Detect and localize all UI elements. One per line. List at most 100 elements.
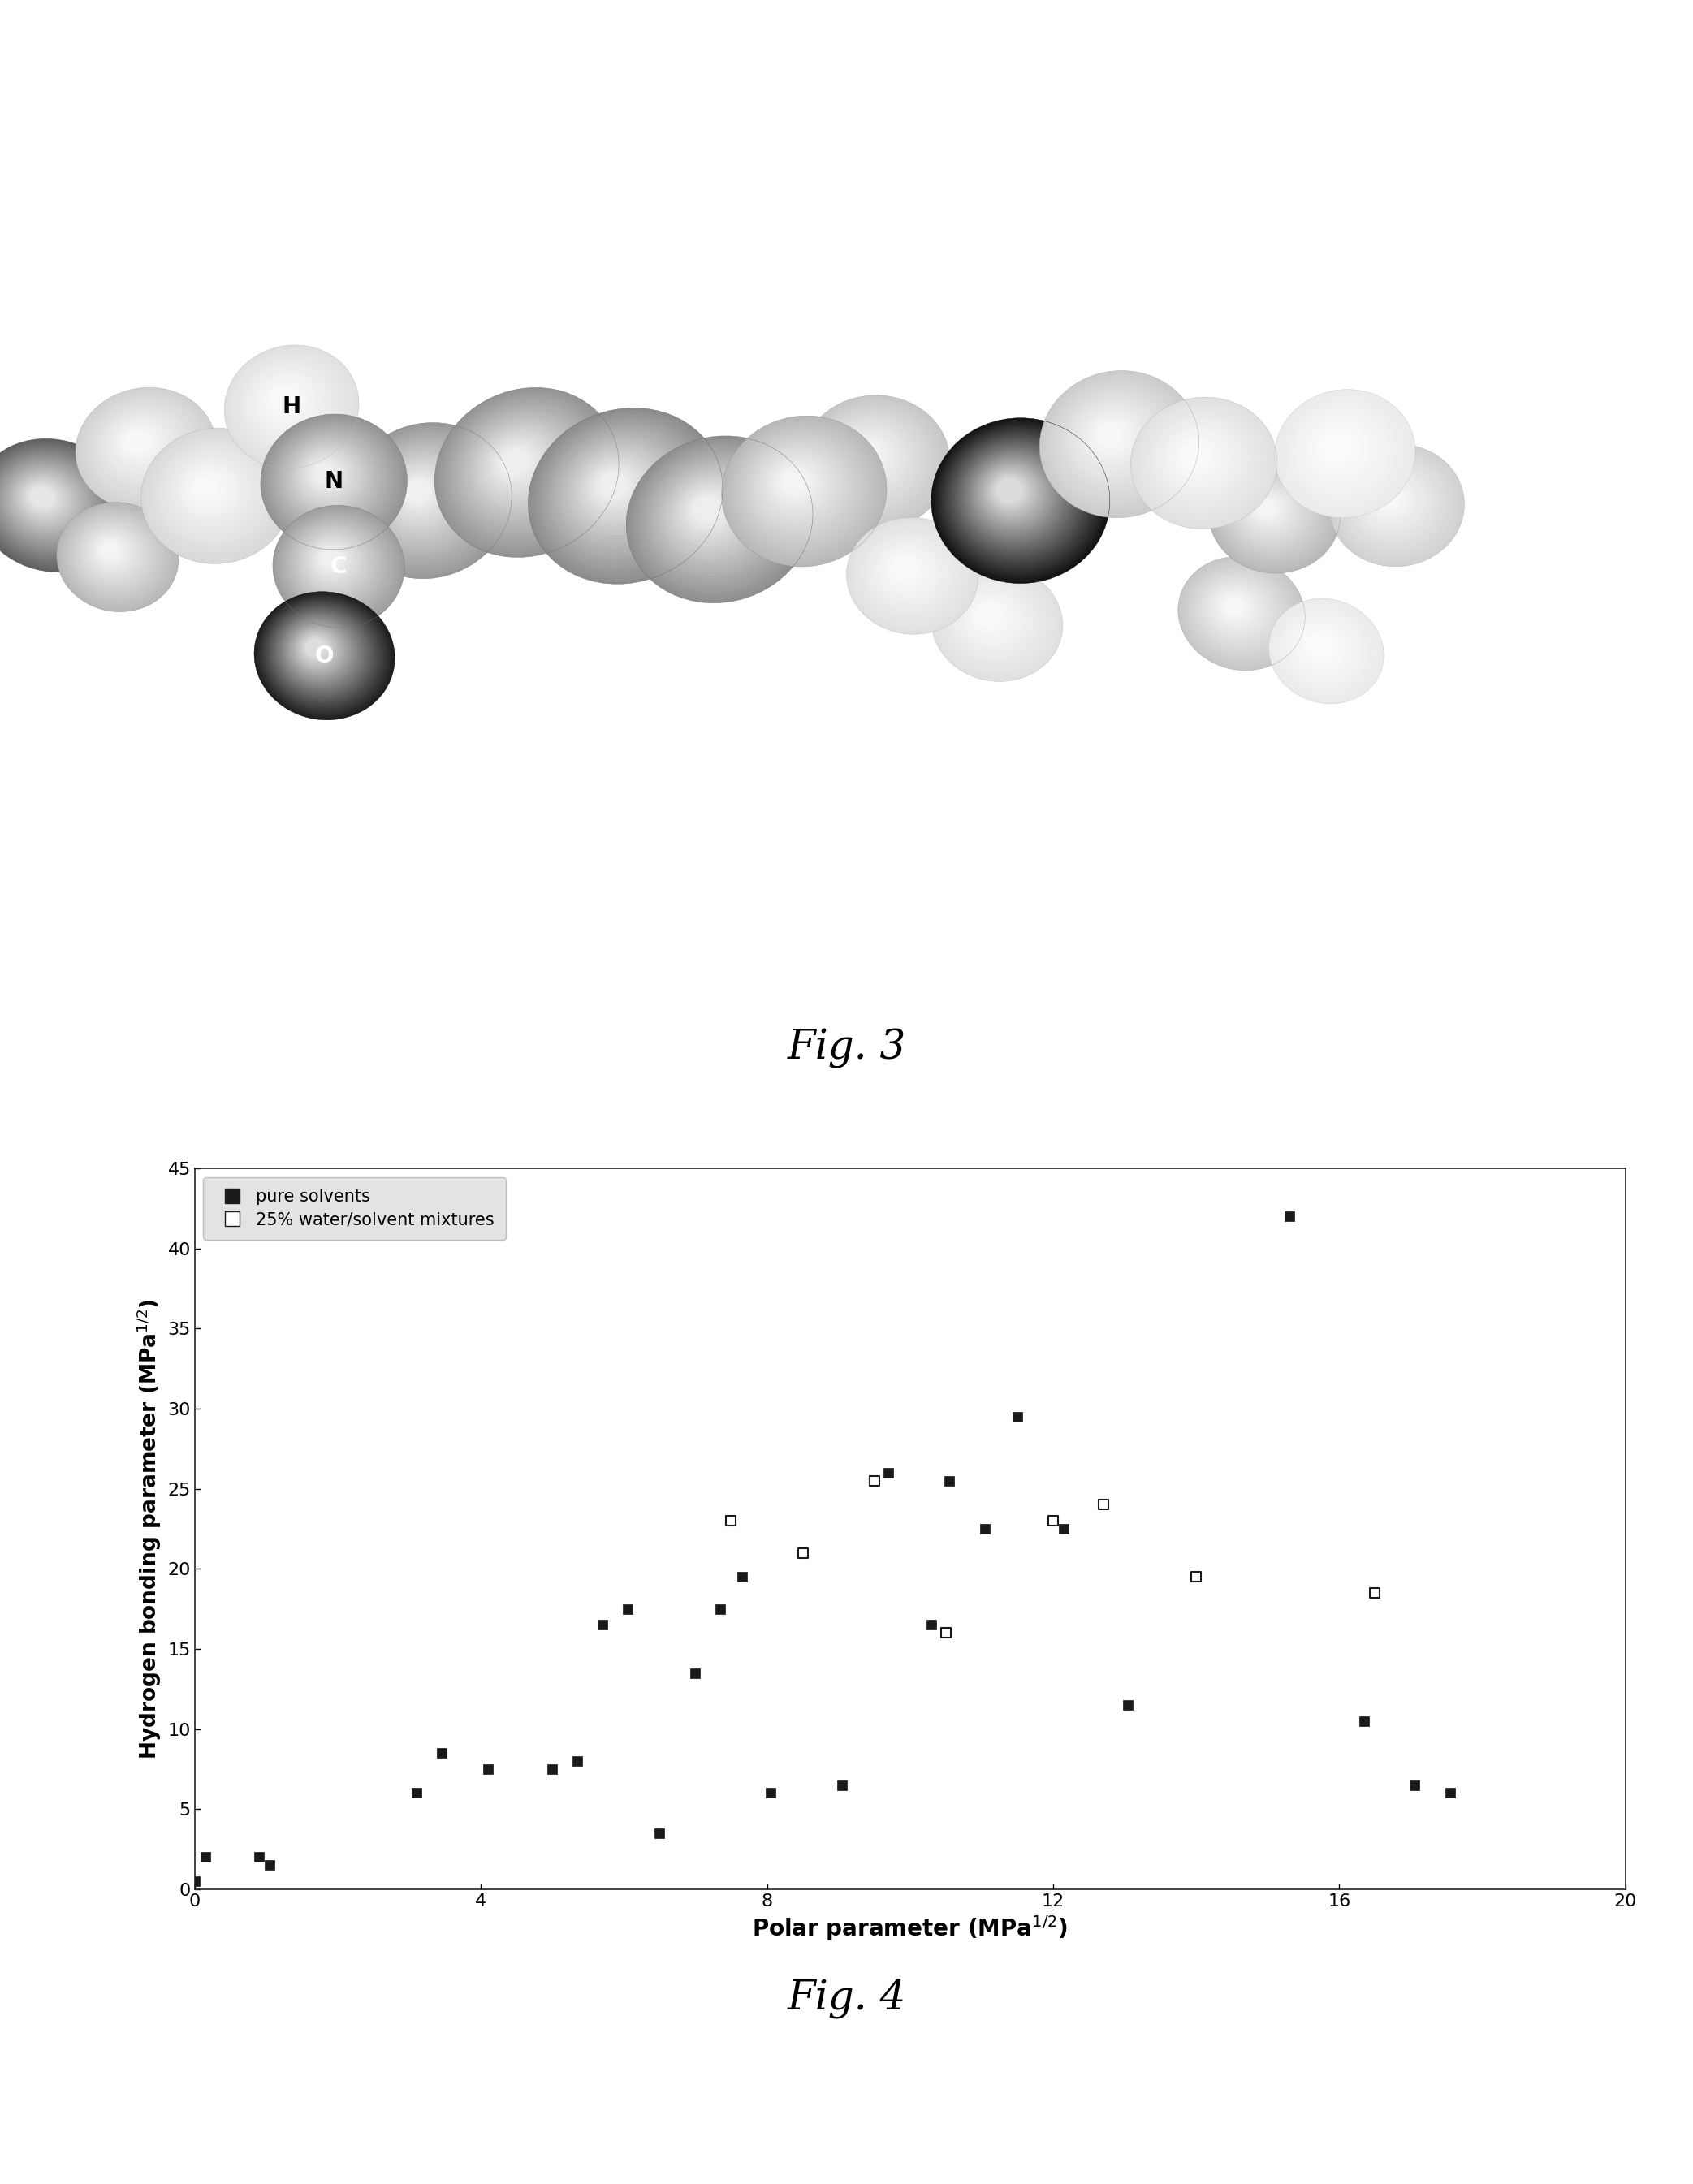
Ellipse shape bbox=[1151, 417, 1249, 502]
Ellipse shape bbox=[995, 478, 1023, 502]
Ellipse shape bbox=[1178, 557, 1305, 670]
Ellipse shape bbox=[775, 465, 814, 500]
Ellipse shape bbox=[1090, 417, 1131, 456]
Ellipse shape bbox=[576, 450, 660, 526]
Ellipse shape bbox=[174, 459, 247, 524]
Ellipse shape bbox=[0, 459, 97, 544]
Ellipse shape bbox=[782, 470, 806, 494]
Ellipse shape bbox=[269, 605, 374, 701]
Ellipse shape bbox=[1344, 456, 1444, 548]
Ellipse shape bbox=[1358, 472, 1426, 531]
Ellipse shape bbox=[1163, 426, 1234, 491]
Ellipse shape bbox=[1136, 402, 1270, 522]
Ellipse shape bbox=[30, 487, 54, 507]
Ellipse shape bbox=[1097, 424, 1121, 446]
Point bbox=[972, 1511, 999, 1546]
Ellipse shape bbox=[183, 465, 235, 513]
Ellipse shape bbox=[267, 605, 376, 703]
Ellipse shape bbox=[833, 424, 906, 491]
Ellipse shape bbox=[1194, 570, 1285, 653]
Ellipse shape bbox=[78, 520, 151, 587]
Text: C: C bbox=[330, 555, 347, 579]
Ellipse shape bbox=[852, 443, 879, 467]
Ellipse shape bbox=[528, 408, 723, 583]
Ellipse shape bbox=[78, 522, 149, 585]
Ellipse shape bbox=[1231, 476, 1310, 546]
Ellipse shape bbox=[1153, 417, 1246, 500]
Ellipse shape bbox=[989, 472, 1031, 511]
Ellipse shape bbox=[1063, 391, 1168, 489]
Ellipse shape bbox=[740, 432, 862, 544]
Ellipse shape bbox=[1204, 581, 1270, 640]
Ellipse shape bbox=[481, 430, 555, 500]
Ellipse shape bbox=[149, 435, 281, 555]
Ellipse shape bbox=[1051, 382, 1183, 505]
Ellipse shape bbox=[262, 415, 405, 548]
Ellipse shape bbox=[1371, 483, 1407, 515]
Ellipse shape bbox=[931, 417, 1111, 583]
Ellipse shape bbox=[5, 465, 88, 537]
Ellipse shape bbox=[1224, 470, 1319, 555]
Ellipse shape bbox=[1040, 371, 1199, 518]
Ellipse shape bbox=[271, 389, 295, 411]
Ellipse shape bbox=[802, 397, 945, 526]
Ellipse shape bbox=[777, 467, 811, 498]
Ellipse shape bbox=[90, 400, 198, 494]
Ellipse shape bbox=[549, 428, 694, 559]
Ellipse shape bbox=[301, 452, 352, 498]
Ellipse shape bbox=[107, 415, 174, 474]
Ellipse shape bbox=[1241, 485, 1297, 535]
Ellipse shape bbox=[764, 454, 830, 515]
Point bbox=[615, 1592, 642, 1627]
Ellipse shape bbox=[762, 452, 833, 518]
Ellipse shape bbox=[1227, 474, 1314, 550]
Ellipse shape bbox=[850, 520, 973, 631]
Ellipse shape bbox=[283, 513, 391, 616]
Ellipse shape bbox=[884, 550, 929, 590]
Ellipse shape bbox=[979, 607, 999, 625]
Ellipse shape bbox=[945, 430, 1092, 568]
Ellipse shape bbox=[156, 441, 273, 546]
Ellipse shape bbox=[742, 435, 860, 542]
Point bbox=[828, 1767, 855, 1802]
Ellipse shape bbox=[273, 426, 391, 535]
Ellipse shape bbox=[1290, 404, 1395, 498]
Ellipse shape bbox=[435, 387, 620, 557]
Ellipse shape bbox=[657, 465, 770, 566]
Ellipse shape bbox=[972, 601, 1007, 631]
Ellipse shape bbox=[1300, 627, 1341, 664]
Ellipse shape bbox=[98, 539, 124, 561]
Point bbox=[428, 1736, 455, 1771]
Ellipse shape bbox=[166, 452, 257, 533]
Ellipse shape bbox=[81, 524, 146, 581]
Ellipse shape bbox=[291, 441, 367, 513]
Ellipse shape bbox=[1376, 487, 1400, 509]
Ellipse shape bbox=[1280, 609, 1368, 690]
Ellipse shape bbox=[1365, 476, 1415, 522]
Ellipse shape bbox=[68, 513, 163, 598]
Ellipse shape bbox=[533, 413, 716, 579]
Ellipse shape bbox=[1170, 432, 1224, 483]
Ellipse shape bbox=[1041, 373, 1197, 515]
Ellipse shape bbox=[1305, 631, 1336, 660]
Point bbox=[1400, 1767, 1427, 1802]
Ellipse shape bbox=[1300, 413, 1381, 487]
Ellipse shape bbox=[1292, 404, 1392, 498]
Point bbox=[256, 1848, 283, 1883]
Ellipse shape bbox=[1268, 598, 1383, 703]
Ellipse shape bbox=[234, 354, 345, 456]
Ellipse shape bbox=[628, 439, 809, 601]
Text: N: N bbox=[325, 470, 344, 494]
Ellipse shape bbox=[1195, 572, 1282, 651]
Point bbox=[1183, 1559, 1210, 1594]
Ellipse shape bbox=[1168, 430, 1227, 485]
Ellipse shape bbox=[1050, 380, 1187, 507]
Ellipse shape bbox=[591, 465, 637, 507]
Ellipse shape bbox=[1339, 452, 1451, 555]
Ellipse shape bbox=[813, 406, 933, 515]
Ellipse shape bbox=[488, 437, 547, 491]
Ellipse shape bbox=[242, 360, 335, 446]
Ellipse shape bbox=[1283, 612, 1363, 686]
Ellipse shape bbox=[58, 505, 176, 609]
Ellipse shape bbox=[1166, 428, 1229, 487]
